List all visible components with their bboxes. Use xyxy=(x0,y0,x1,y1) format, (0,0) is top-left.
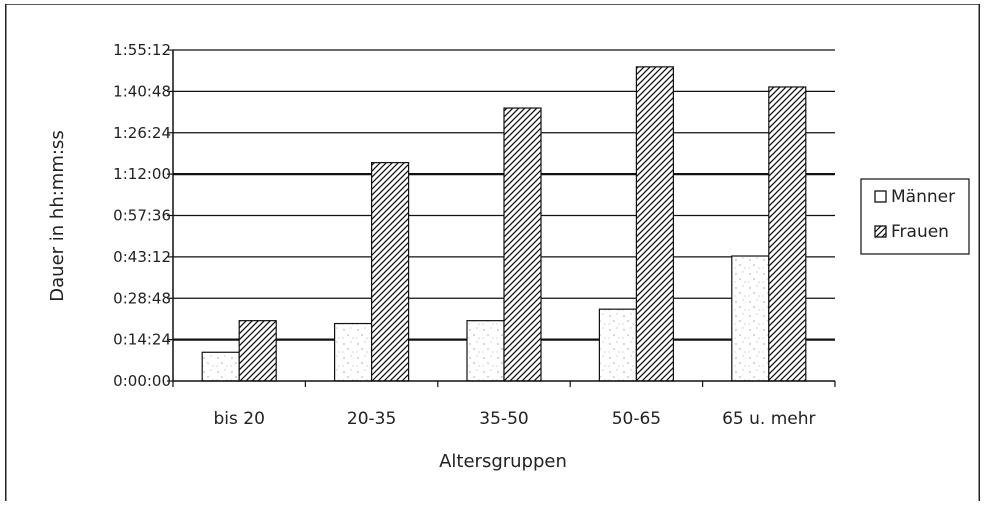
y-tick-label: 0:14:24 xyxy=(113,331,171,349)
legend-swatch-frauen xyxy=(874,225,887,238)
y-tick-label: 0:28:48 xyxy=(113,289,171,307)
x-axis-label: Altersgruppen xyxy=(439,451,567,472)
y-tick-labels: 0:00:00 0:14:24 0:28:48 0:43:12 0:57:36 1:12:… xyxy=(113,41,171,390)
bar-frauen xyxy=(503,107,542,382)
legend: Männer Frauen xyxy=(860,178,970,255)
y-tick-label: 1:12:00 xyxy=(113,165,171,183)
y-axis-label: Dauer in hh:mm:ss xyxy=(47,130,68,301)
bar-frauen xyxy=(371,162,410,382)
y-tick-label: 0:00:00 xyxy=(113,372,171,390)
y-tick-label: 1:40:48 xyxy=(113,82,171,100)
bar-frauen xyxy=(635,66,675,382)
y-tick-label: 0:57:36 xyxy=(113,207,171,225)
bar-maenner xyxy=(466,320,505,382)
bar-frauen xyxy=(238,320,277,382)
y-tick-label: 0:43:12 xyxy=(113,248,171,266)
y-tick-label: 1:55:12 xyxy=(113,41,171,59)
bar-frauen xyxy=(768,86,807,382)
bar-maenner xyxy=(201,351,240,382)
bar-maenner xyxy=(598,308,638,382)
x-tick-label: 35-50 xyxy=(479,409,528,429)
chart-frame: 0:00:00 0:14:24 0:28:48 0:43:12 0:57:36 1:12:… xyxy=(5,4,980,501)
bar-maenner xyxy=(334,322,373,382)
bars xyxy=(201,66,807,382)
y-tick-label: 1:26:24 xyxy=(113,124,171,142)
legend-label: Männer xyxy=(891,187,955,207)
legend-swatch-maenner xyxy=(874,190,887,203)
legend-label: Frauen xyxy=(891,222,949,242)
bar-maenner xyxy=(731,255,770,382)
axes xyxy=(167,49,836,387)
x-tick-labels: bis 20 20-35 35-50 50-65 65 u. mehr xyxy=(213,409,815,429)
x-tick-label: 65 u. mehr xyxy=(722,409,815,429)
x-tick-label: 50-65 xyxy=(612,409,661,429)
x-tick-label: bis 20 xyxy=(213,409,264,429)
x-tick-label: 20-35 xyxy=(347,409,396,429)
